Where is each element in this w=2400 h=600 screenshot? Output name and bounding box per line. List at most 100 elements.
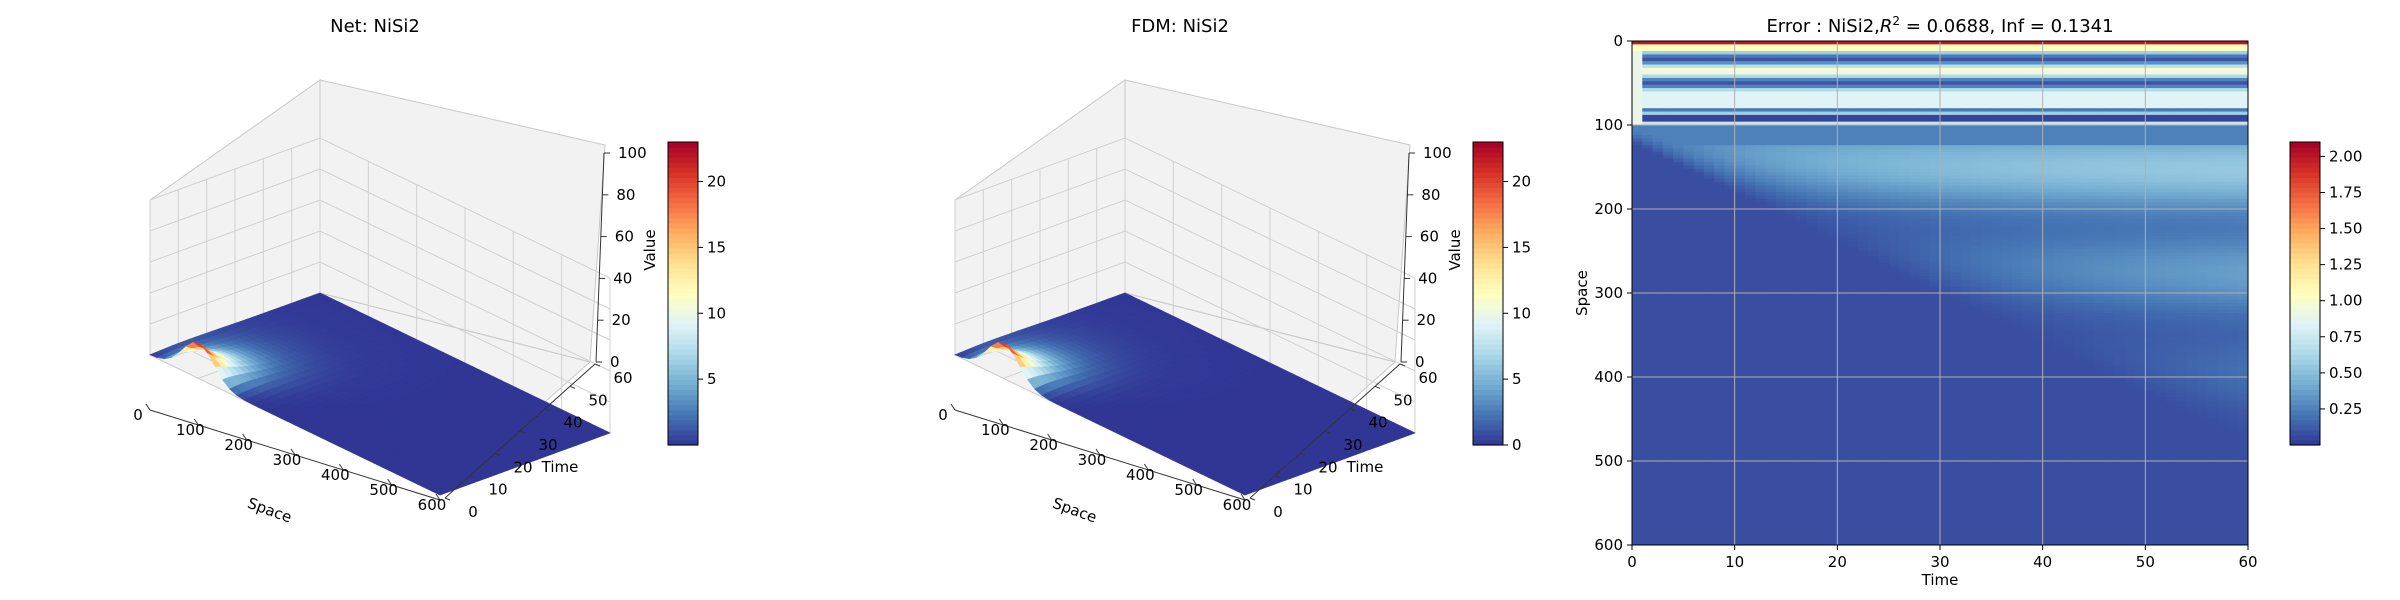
heatmap-cell	[2155, 41, 2167, 45]
heatmap-cell	[1724, 44, 1736, 49]
heatmap-cell	[2063, 74, 2074, 79]
heatmap-cell	[2217, 111, 2228, 116]
heatmap-cell	[2042, 88, 2054, 92]
heatmap-cell	[2083, 121, 2095, 126]
heatmap-cell	[2145, 44, 2157, 49]
heatmap-cell	[1868, 131, 1879, 136]
heatmap-cell	[2001, 118, 2013, 123]
heatmap-cell	[2042, 67, 2054, 72]
heatmap-cell	[2155, 54, 2167, 59]
heatmap-cell	[1898, 64, 1910, 69]
heatmap-cell	[1765, 74, 1777, 79]
heatmap-cell	[2063, 51, 2074, 55]
y-tick-label: 50	[1393, 391, 1412, 409]
heatmap-cell	[1970, 125, 1982, 129]
heatmap-cell	[2083, 138, 2095, 143]
heatmap-cell	[1837, 81, 1849, 86]
heatmap-cell	[2155, 121, 2167, 126]
heatmap-cell	[2206, 108, 2218, 113]
heatmap-cell	[1673, 54, 1684, 59]
heatmap-cell	[2165, 135, 2177, 139]
heatmap-cell	[2083, 101, 2095, 106]
heatmap-cell	[1734, 67, 1746, 72]
heatmap-cell	[1960, 151, 1972, 156]
heatmap-cell	[2227, 71, 2239, 76]
heatmap-cell	[1857, 138, 1869, 143]
z-tick-label: 60	[1420, 228, 1439, 246]
heatmap-cell	[1940, 81, 1951, 86]
colorbar-swatch	[1473, 147, 1503, 153]
heatmap-cell	[2042, 61, 2054, 66]
colorbar-tick-label: 15	[707, 238, 726, 256]
heatmap-cell	[1755, 111, 1766, 116]
heatmap-cell	[1683, 44, 1695, 49]
heatmap-cell	[2011, 158, 2023, 163]
heatmap-cell	[2237, 101, 2249, 106]
heatmap-cell	[2196, 131, 2208, 136]
heatmap-cell	[1734, 77, 1746, 82]
heatmap-cell	[2176, 114, 2187, 119]
heatmap-cell	[2155, 158, 2167, 163]
heatmap-cell	[2114, 141, 2126, 146]
heatmap-cell	[2032, 104, 2044, 109]
heatmap-cell	[2165, 54, 2177, 59]
heatmap-cell	[2186, 145, 2198, 150]
y-tick-mark	[519, 430, 526, 434]
heatmap-cell	[2206, 141, 2218, 146]
heatmap-cell	[1755, 64, 1766, 69]
heatmap-cell	[1683, 131, 1695, 136]
heatmap-cell	[2104, 57, 2116, 62]
heatmap-cell	[1816, 151, 1828, 156]
heatmap-cell	[1919, 71, 1931, 76]
heatmap-cell	[2145, 161, 2157, 166]
heatmap-cell	[1755, 57, 1766, 62]
heatmap-cell	[1888, 108, 1900, 113]
heatmap-cell	[1652, 71, 1664, 76]
heatmap-cell	[1652, 131, 1664, 136]
heatmap-cell	[1857, 135, 1869, 139]
heatmap-cell	[1796, 94, 1808, 99]
heatmap-cell	[2042, 141, 2054, 146]
heatmap-cell	[1734, 71, 1746, 76]
heatmap-cell	[1888, 61, 1900, 66]
heatmap-cell	[2124, 121, 2136, 126]
heatmap-cell	[1909, 74, 1920, 79]
heatmap-cell	[1662, 71, 1674, 76]
heatmap-cell	[1703, 74, 1715, 79]
heatmap-cell	[1970, 141, 1982, 146]
colorbar-swatch	[668, 439, 698, 446]
heatmap-cell	[2135, 71, 2146, 76]
colorbar-swatch	[1473, 172, 1503, 178]
heatmap-cell	[2042, 145, 2054, 150]
heatmap-cell	[1827, 114, 1838, 119]
heatmap-cell	[1940, 165, 1951, 170]
heatmap-cell	[1991, 101, 2003, 106]
heatmap-cell	[2094, 158, 2105, 163]
heatmap-cell	[1878, 94, 1890, 99]
error-heatmap-chart: Error : NiSi2,R2 = 0.0688, Inf = 0.1341 …	[1573, 14, 2362, 589]
heatmap-cell	[2155, 151, 2167, 156]
heatmap-cell	[1847, 108, 1859, 113]
heatmap-cell	[2063, 71, 2074, 76]
heatmap-cell	[1909, 128, 1920, 133]
heatmap-cell	[1775, 101, 1787, 106]
heatmap-cell	[1714, 155, 1725, 160]
heatmap-cell	[2145, 118, 2157, 123]
heatmap-cell	[1786, 84, 1797, 89]
heatmap-cell	[1744, 88, 1756, 92]
heatmap-cell	[1806, 67, 1818, 72]
x-tick-label: 0	[938, 406, 948, 424]
heatmap-cell	[1816, 77, 1828, 82]
heatmap-cell	[2001, 161, 2013, 166]
heatmap-cell	[1940, 114, 1951, 119]
heatmap-cell	[2011, 128, 2023, 133]
heatmap-cell	[2155, 71, 2167, 76]
heatmap-cell	[1909, 165, 1920, 170]
heatmap-cell	[1991, 111, 2003, 116]
heatmap-cell	[2083, 84, 2095, 89]
heatmap-cell	[2104, 74, 2116, 79]
heatmap-cell	[1755, 141, 1766, 146]
heatmap-cell	[1929, 71, 1941, 76]
heatmap-cell	[1714, 138, 1725, 143]
